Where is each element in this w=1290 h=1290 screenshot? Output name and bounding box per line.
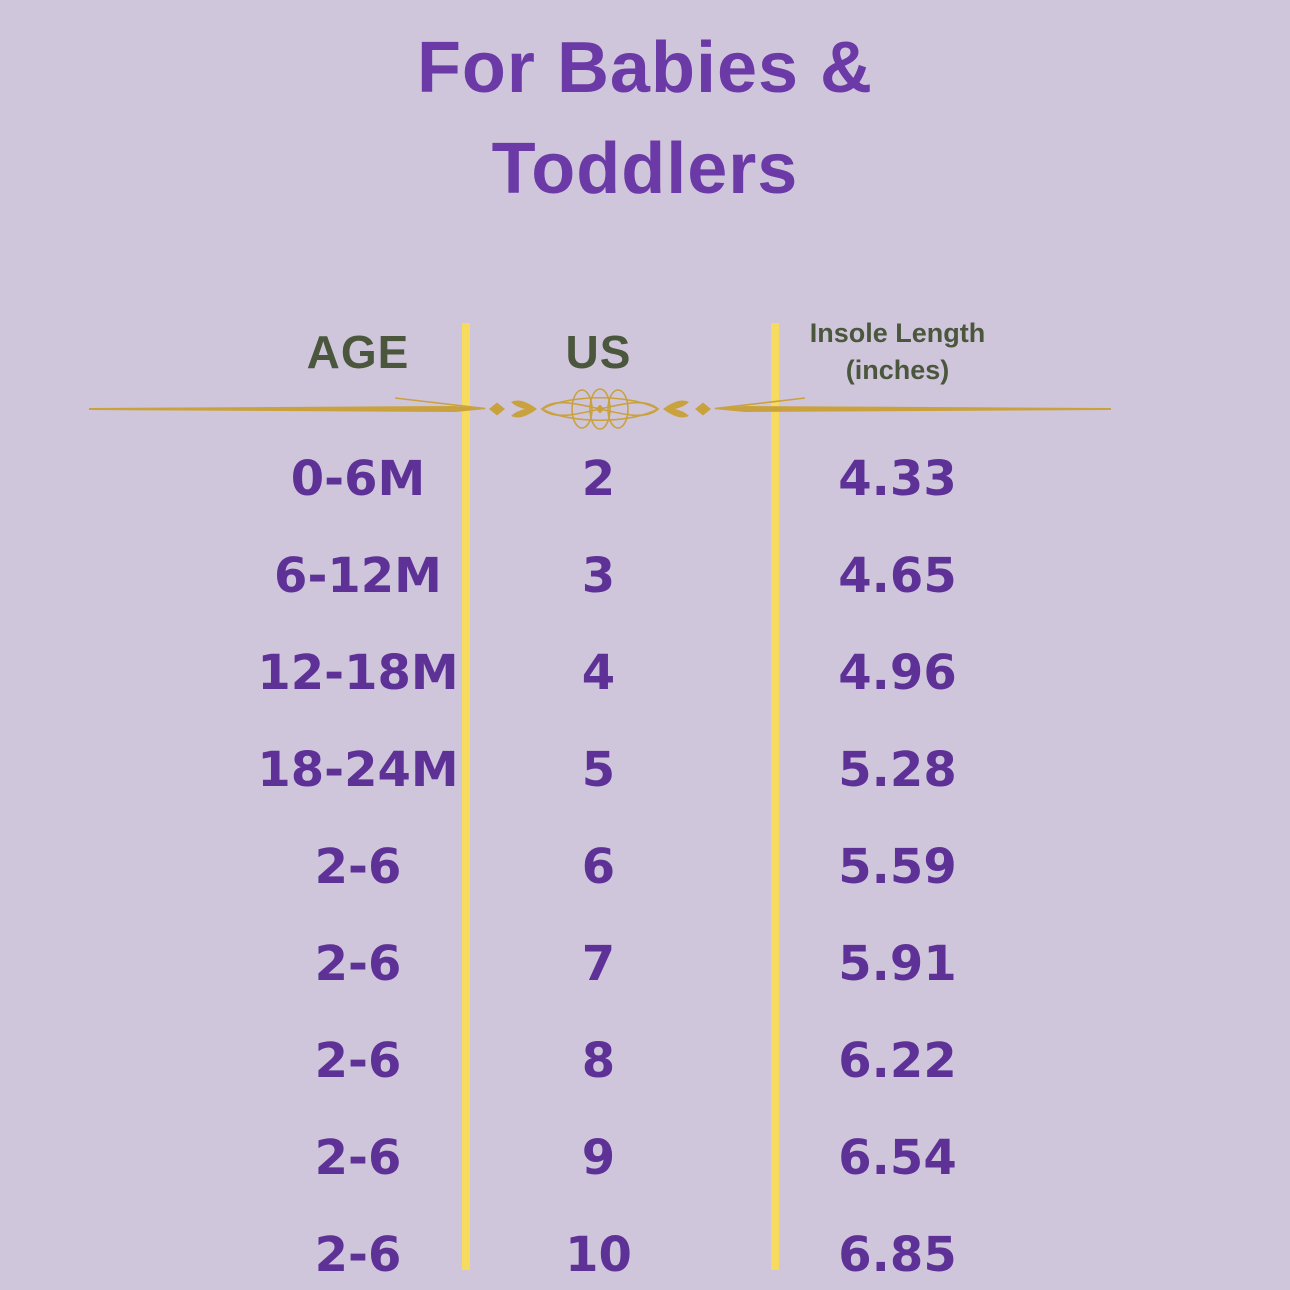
age-value: 18-24M [257, 741, 459, 798]
table-header-row: AGE US Insole Length (inches) [0, 312, 1110, 392]
insole-length-value: 5.28 [838, 741, 957, 798]
table-row: 2-6 7 5.91 [0, 915, 1110, 1012]
age-value: 2-6 [314, 1129, 402, 1186]
table-row: 2-6 10 6.85 [0, 1206, 1110, 1290]
size-table-body: 0-6M 2 4.33 6-12M 3 4.65 12-18M 4 4.96 1… [0, 430, 1110, 1290]
age-value: 0-6M [290, 450, 426, 507]
table-row: 12-18M 4 4.96 [0, 624, 1110, 721]
insole-length-value: 6.85 [838, 1226, 957, 1283]
header-insole-line1: Insole Length [809, 318, 986, 348]
insole-length-value: 6.54 [838, 1129, 957, 1186]
age-value: 6-12M [274, 547, 442, 604]
age-value: 12-18M [257, 644, 459, 701]
us-size-value: 10 [565, 1226, 632, 1283]
us-size-value: 6 [581, 838, 616, 895]
table-row: 18-24M 5 5.28 [0, 721, 1110, 818]
us-size-value: 2 [581, 450, 616, 507]
page-title: For Babies & Toddlers [0, 18, 1290, 220]
us-size-value: 4 [581, 644, 616, 701]
us-size-value: 3 [581, 547, 616, 604]
column-divider-left [462, 323, 470, 1270]
us-size-value: 9 [581, 1129, 616, 1186]
header-insole-line2: (inches) [845, 355, 950, 385]
age-value: 2-6 [314, 838, 402, 895]
table-row: 0-6M 2 4.33 [0, 430, 1110, 527]
page-title-line2: Toddlers [491, 129, 799, 209]
table-row: 2-6 9 6.54 [0, 1109, 1110, 1206]
header-insole-length: Insole Length (inches) [775, 312, 1110, 392]
table-row: 2-6 6 5.59 [0, 818, 1110, 915]
insole-length-value: 5.91 [838, 935, 957, 992]
table-row: 6-12M 3 4.65 [0, 527, 1110, 624]
insole-length-value: 4.96 [838, 644, 957, 701]
table-row: 2-6 8 6.22 [0, 1012, 1110, 1109]
us-size-value: 5 [581, 741, 616, 798]
insole-length-value: 4.33 [838, 450, 957, 507]
insole-length-value: 4.65 [838, 547, 957, 604]
us-size-value: 7 [581, 935, 616, 992]
insole-length-value: 6.22 [838, 1032, 957, 1089]
age-value: 2-6 [314, 1032, 402, 1089]
age-value: 2-6 [314, 1226, 402, 1283]
ornamental-divider-icon [89, 388, 1111, 430]
header-us: US [565, 326, 632, 378]
page-title-line1: For Babies & [416, 28, 874, 108]
column-divider-right [771, 323, 779, 1270]
insole-length-value: 5.59 [838, 838, 957, 895]
us-size-value: 8 [581, 1032, 616, 1089]
age-value: 2-6 [314, 935, 402, 992]
header-age: AGE [306, 326, 410, 378]
